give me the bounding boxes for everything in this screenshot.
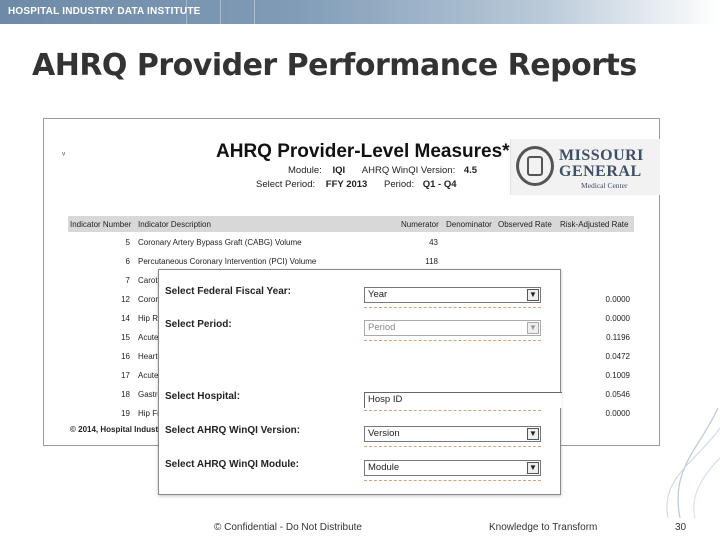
fiscal-year-label: Select Federal Fiscal Year: bbox=[165, 286, 292, 297]
page-number: 30 bbox=[675, 522, 687, 533]
footer-tagline: Knowledge to Transform bbox=[489, 522, 598, 533]
numerator: 118 bbox=[425, 257, 438, 266]
version-value: 4.5 bbox=[463, 165, 478, 176]
table-row: 18 Gastro 0.0546 bbox=[68, 387, 634, 405]
table-row: 15 Acute 0.1196 bbox=[68, 330, 634, 348]
indicator-number: 19 bbox=[121, 409, 130, 418]
decorative-swirl bbox=[666, 408, 720, 518]
chevron-down-icon[interactable]: ▼ bbox=[527, 322, 539, 334]
field-underline bbox=[364, 480, 541, 481]
indicator-number: 12 bbox=[121, 295, 130, 304]
medical-center-logo-icon bbox=[516, 146, 554, 186]
indicator-description: Acute bbox=[138, 333, 159, 342]
module-select[interactable]: Module ▼ bbox=[364, 460, 541, 476]
indicator-number: 17 bbox=[121, 371, 130, 380]
column-header: Observed Rate bbox=[498, 220, 552, 229]
version-select[interactable]: Version ▼ bbox=[364, 426, 541, 442]
module-value: Module bbox=[368, 462, 400, 473]
period-select[interactable]: Period ▼ bbox=[364, 320, 541, 336]
risk-adjusted-rate: 0.1009 bbox=[605, 371, 630, 380]
indicator-description: Coronary Artery Bypass Graft (CABG) Volu… bbox=[138, 238, 302, 247]
indicator-description: Gastro bbox=[138, 390, 163, 399]
indicator-description: Hip Fr bbox=[138, 409, 160, 418]
logo-line-2: GENERAL bbox=[559, 163, 642, 180]
numerator: 43 bbox=[429, 238, 438, 247]
field-underline bbox=[364, 446, 541, 447]
indicator-description: Hip Re bbox=[138, 314, 163, 323]
indicator-number: 5 bbox=[125, 238, 130, 247]
select-period-label: Select Period: bbox=[256, 179, 316, 190]
column-header: Indicator Description bbox=[138, 220, 211, 229]
indicator-number: 16 bbox=[121, 352, 130, 361]
indicator-number: 7 bbox=[125, 276, 130, 285]
indicator-number: 6 bbox=[125, 257, 130, 266]
header-band: HOSPITAL INDUSTRY DATA INSTITUTE bbox=[0, 0, 720, 24]
table-row: 19 Hip Fr 0.0000 bbox=[68, 406, 634, 424]
report-title: AHRQ Provider-Level Measures* bbox=[216, 141, 510, 162]
column-header: Denominator bbox=[446, 220, 492, 229]
logo-line-3: Medical Center bbox=[581, 181, 628, 190]
header-tab-block bbox=[254, 0, 288, 24]
table-row: 6 Percutaneous Coronary Intervention (PC… bbox=[68, 254, 634, 272]
version-value: Version bbox=[368, 428, 400, 439]
logo-line-1: MISSOURI bbox=[559, 147, 644, 164]
module-label: Module: bbox=[288, 165, 322, 176]
indicator-description: Carotid bbox=[138, 276, 164, 285]
chevron-down-icon[interactable]: ▼ bbox=[527, 428, 539, 440]
footer-confidential: © Confidential - Do Not Distribute bbox=[214, 522, 362, 533]
column-header: Risk-Adjusted Rate bbox=[560, 220, 629, 229]
report-module-line: Module: IQI AHRQ WinQI Version: 4.5 bbox=[288, 165, 477, 176]
hidi-logo-text: HOSPITAL INDUSTRY DATA INSTITUTE bbox=[8, 6, 201, 17]
field-underline bbox=[364, 410, 541, 411]
indicator-number: 14 bbox=[121, 314, 130, 323]
risk-adjusted-rate: 0.0000 bbox=[605, 295, 630, 304]
risk-adjusted-rate: 0.0000 bbox=[605, 314, 630, 323]
report-period-line: Select Period: FFY 2013 Period: Q1 - Q4 bbox=[256, 179, 457, 190]
period-label: Period: bbox=[383, 179, 415, 190]
hospital-input[interactable]: Hosp ID bbox=[364, 392, 562, 408]
fiscal-year-value: Year bbox=[368, 289, 388, 300]
chevron-down-icon[interactable]: ▼ bbox=[527, 462, 539, 474]
indicator-description: Heart bbox=[138, 352, 158, 361]
report-corner-mark: ᵥ bbox=[62, 147, 66, 158]
period-label: Select Period: bbox=[165, 319, 232, 330]
indicator-description: Coron bbox=[138, 295, 160, 304]
period-value: Q1 - Q4 bbox=[422, 179, 457, 190]
column-header: Numerator bbox=[401, 220, 439, 229]
table-header: Indicator Number Indicator Description N… bbox=[68, 216, 634, 232]
column-header: Indicator Number bbox=[70, 220, 132, 229]
table-row: 12 Coron 0.0000 bbox=[68, 292, 634, 310]
report-copyright: © 2014, Hospital Industry bbox=[70, 425, 166, 434]
indicator-number: 15 bbox=[121, 333, 130, 342]
field-underline bbox=[364, 307, 541, 308]
risk-adjusted-rate: 0.1196 bbox=[606, 333, 630, 342]
version-label: AHRQ WinQI Version: bbox=[361, 165, 456, 176]
header-tab-block bbox=[186, 0, 220, 24]
header-decoration bbox=[186, 0, 288, 24]
period-value: Period bbox=[368, 322, 396, 333]
fiscal-year-select[interactable]: Year ▼ bbox=[364, 287, 541, 303]
risk-adjusted-rate: 0.0000 bbox=[605, 409, 630, 418]
chevron-down-icon[interactable]: ▼ bbox=[527, 289, 539, 301]
version-label: Select AHRQ WinQI Version: bbox=[165, 425, 301, 436]
indicator-description: Acute bbox=[138, 371, 159, 380]
hospital-label: Select Hospital: bbox=[165, 391, 241, 402]
module-label: Select AHRQ WinQI Module: bbox=[165, 459, 299, 470]
field-underline bbox=[364, 340, 541, 341]
missouri-general-logo: MISSOURI GENERAL Medical Center bbox=[510, 139, 660, 195]
indicator-number: 18 bbox=[121, 390, 130, 399]
table-row: 7 Carotid bbox=[68, 273, 634, 291]
module-value: IQI bbox=[332, 165, 346, 176]
risk-adjusted-rate: 0.0472 bbox=[605, 352, 630, 361]
select-period-value: FFY 2013 bbox=[325, 179, 368, 190]
slide-title: AHRQ Provider Performance Reports bbox=[32, 48, 637, 83]
risk-adjusted-rate: 0.0546 bbox=[605, 390, 630, 399]
indicator-description: Percutaneous Coronary Intervention (PCI)… bbox=[138, 257, 317, 266]
selection-dialog: Select Federal Fiscal Year: Year ▼ Selec… bbox=[158, 269, 562, 495]
table-row: 16 Heart 0.0472 bbox=[68, 349, 634, 367]
table-row: 5 Coronary Artery Bypass Graft (CABG) Vo… bbox=[68, 235, 634, 253]
header-tab-block bbox=[220, 0, 254, 24]
table-row: 14 Hip Re 0.0000 bbox=[68, 311, 634, 329]
table-row: 17 Acute 0.1009 bbox=[68, 368, 634, 386]
